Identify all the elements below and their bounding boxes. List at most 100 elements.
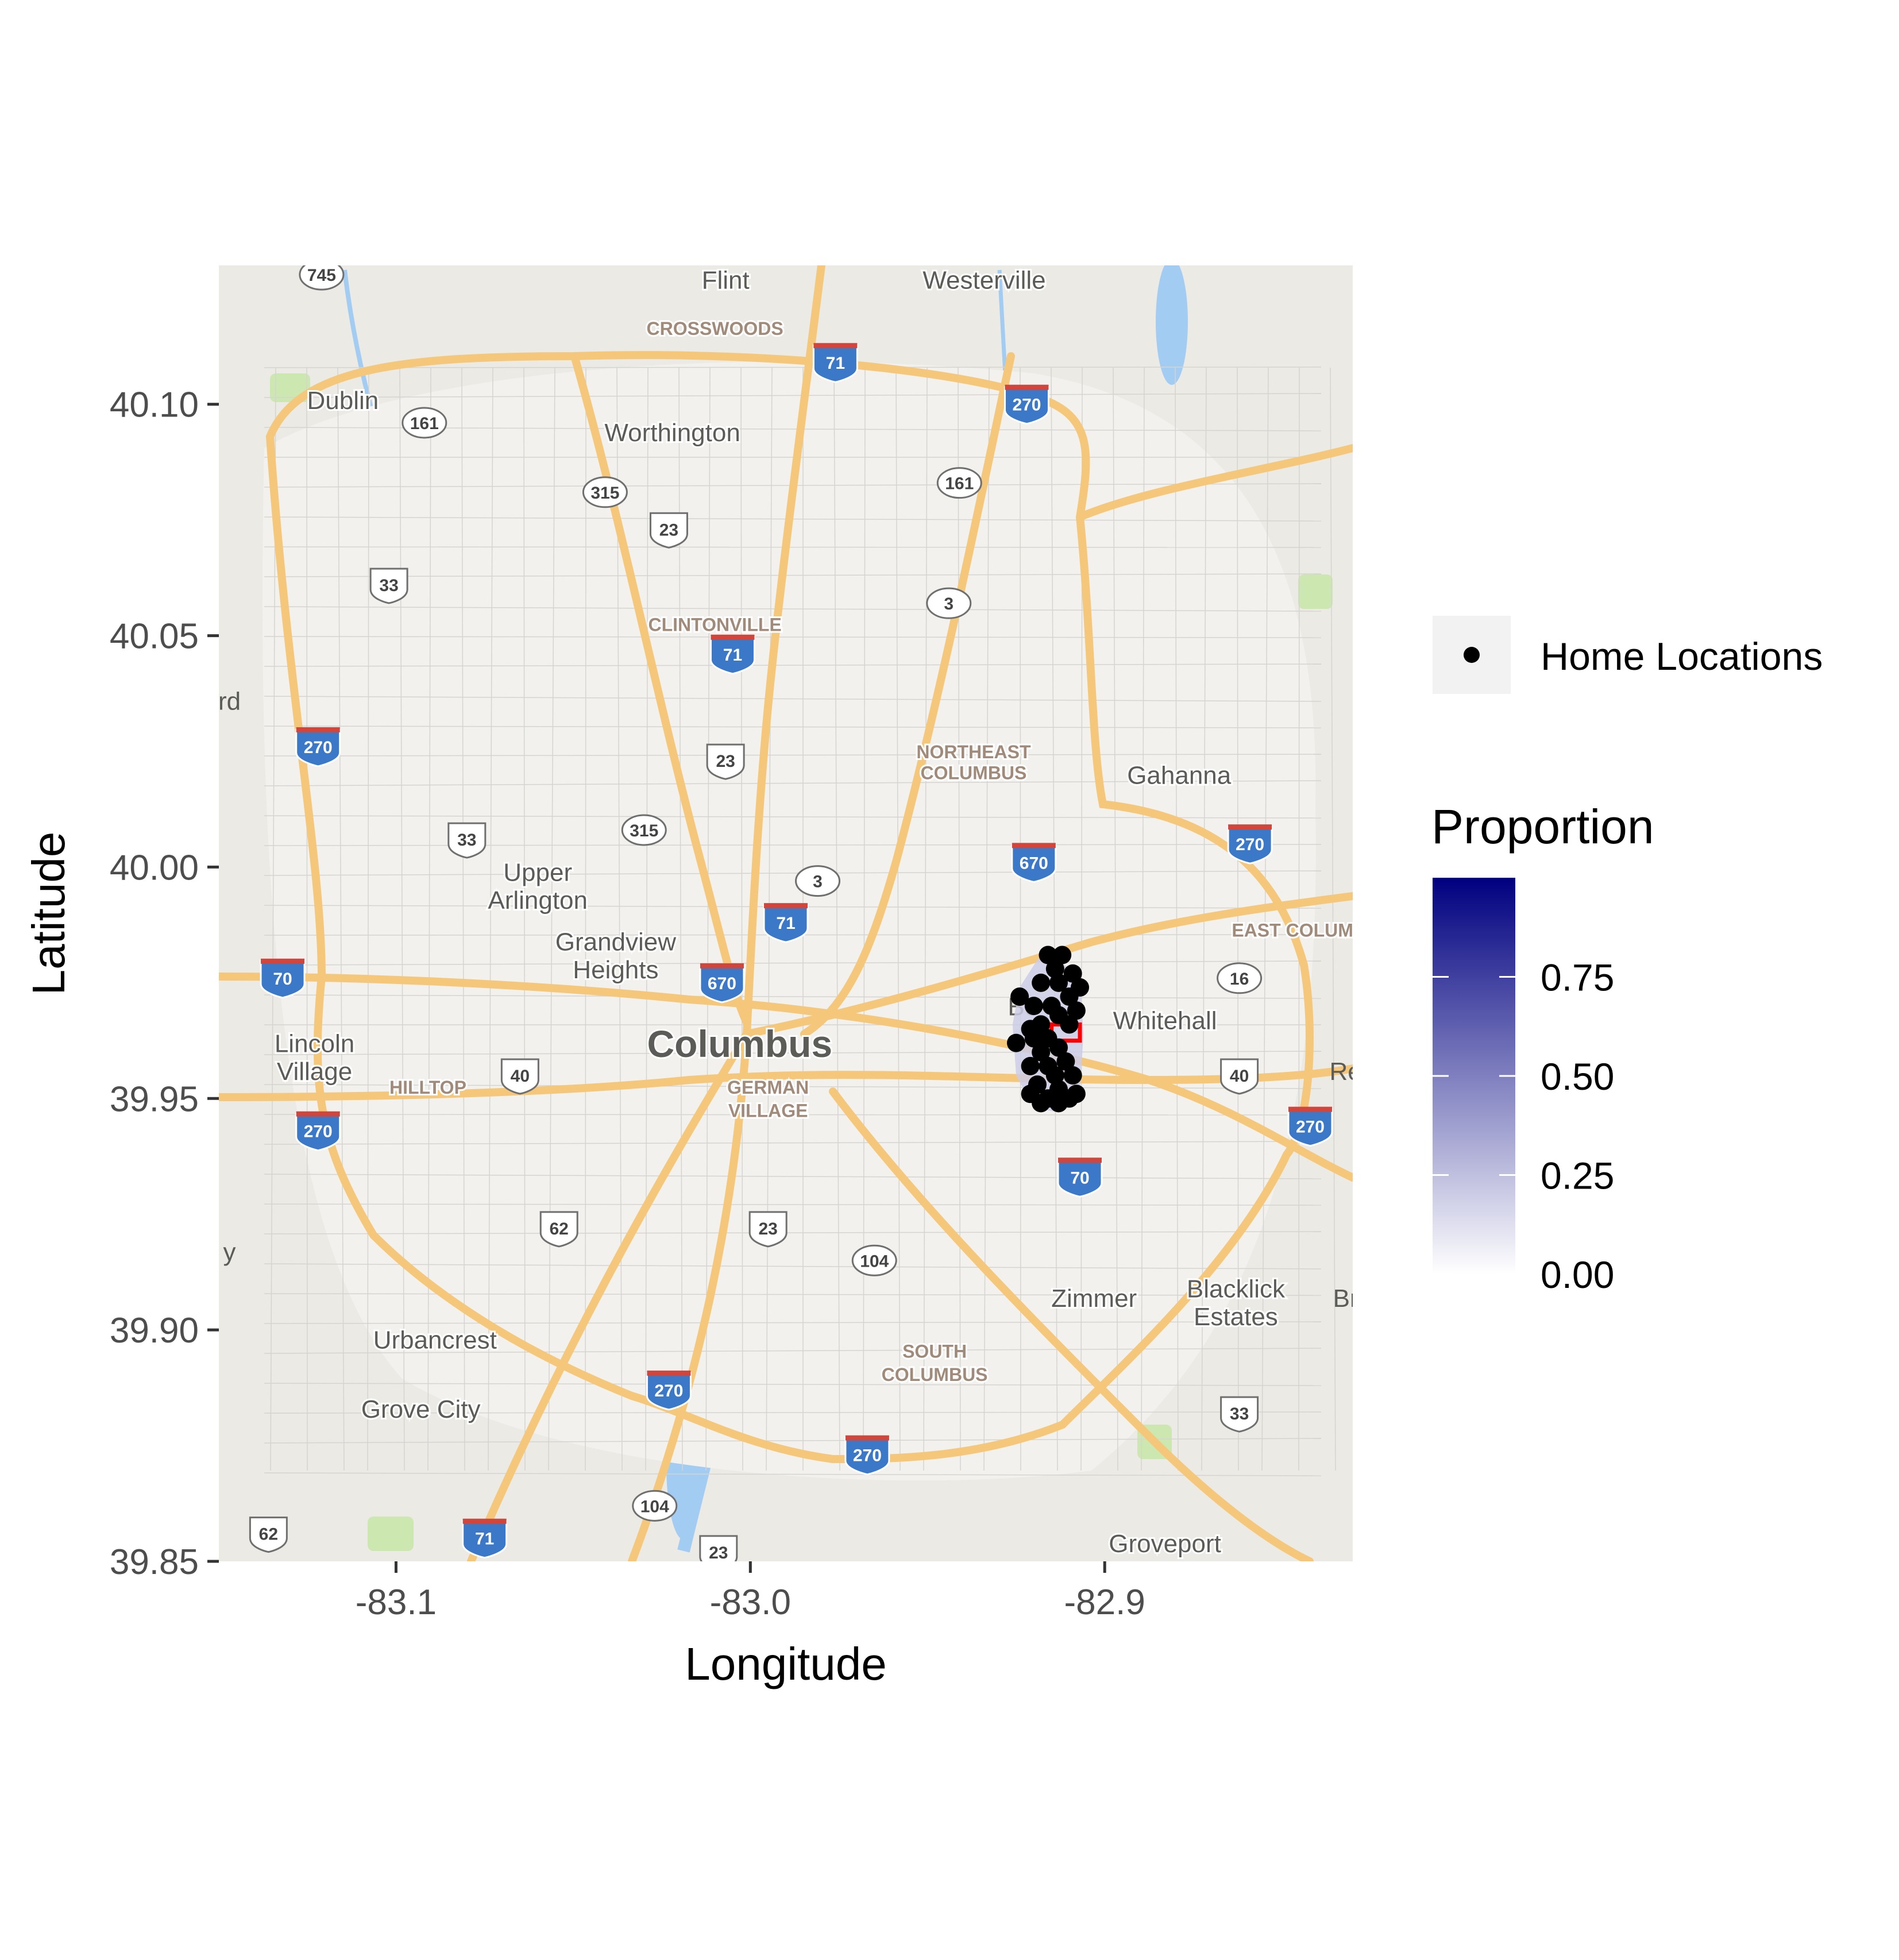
legend-home-locations: Home Locations <box>1433 616 1823 694</box>
street-line <box>264 1114 1322 1116</box>
street-line <box>1141 367 1145 1471</box>
interstate-shield-band <box>1012 843 1056 848</box>
interstate-shield-band <box>764 903 808 909</box>
place-label: Groveport <box>1109 1530 1221 1558</box>
highway-shield-interstate: 70 <box>260 958 306 999</box>
highway-shield-label: 23 <box>758 1220 777 1238</box>
highway-shield-us: 23 <box>649 512 688 549</box>
highway-shield-label: 62 <box>259 1525 278 1544</box>
street-line <box>264 726 1322 728</box>
highway-shield-interstate: 71 <box>763 903 809 943</box>
street-line <box>264 960 1322 966</box>
highway-shield-state: 104 <box>632 1490 678 1522</box>
home-location-point <box>1010 987 1029 1006</box>
highway-shield-label: 670 <box>708 974 736 993</box>
highway-shield-state: 3 <box>795 865 841 897</box>
place-label: GERMAN <box>727 1077 809 1098</box>
legend-home-locations-label: Home Locations <box>1541 635 1823 678</box>
highway-shield-label: 70 <box>273 970 292 989</box>
highway <box>467 1030 751 1561</box>
park-area <box>368 1517 414 1551</box>
highway <box>628 265 825 1561</box>
street-line <box>1261 367 1269 1471</box>
interstate-shield-body <box>699 964 745 1004</box>
interstate-shield-body <box>646 1372 692 1411</box>
map-panel[interactable]: Flint Westerville CROSSWOODS Dublin Worthing… <box>218 258 1362 1571</box>
street-line <box>1237 367 1239 1471</box>
home-location-point <box>1024 1029 1043 1048</box>
street-line <box>585 367 586 1471</box>
street-line <box>264 1321 1322 1324</box>
home-location-point <box>1045 959 1064 978</box>
street-line <box>264 696 1322 702</box>
highway <box>219 973 1353 1182</box>
highway-shield-interstate: 270 <box>1003 384 1049 425</box>
place-label: Columbus <box>647 1023 832 1065</box>
place-label: Whitehall <box>1113 1006 1217 1035</box>
highway-shield-label: 16 <box>1230 970 1249 989</box>
highway-shield-label: 23 <box>659 520 678 539</box>
highway-shield-us: 62 <box>539 1211 578 1248</box>
place-label: COLUMBUS <box>921 762 1027 783</box>
colorbar-label: 0.25 <box>1541 1155 1614 1197</box>
us-route-shield-body <box>447 822 487 859</box>
highway-shield-label: 23 <box>716 752 735 771</box>
place-label: CLINTONVILLE <box>648 615 781 635</box>
place-label: Upper <box>503 859 572 887</box>
street-line <box>923 367 928 1471</box>
street-line <box>1113 367 1118 1471</box>
x-axis: -83.1 -83.0 -82.9 <box>356 1561 1145 1622</box>
interstate-shield-band <box>261 958 305 964</box>
y-tick-label: 39.90 <box>110 1311 199 1351</box>
interstate-shield-body <box>1057 1159 1103 1198</box>
interstate-shield-band <box>700 963 744 969</box>
highway-shield-us: 62 <box>249 1517 288 1553</box>
state-route-shield-body <box>402 407 447 439</box>
highway-shield-label: 40 <box>511 1067 530 1086</box>
place-label: Village <box>277 1058 352 1086</box>
street-line <box>740 367 743 1471</box>
interstate-shield-body <box>260 960 306 999</box>
street-line <box>367 367 369 1471</box>
street-line <box>264 573 1322 577</box>
street-line <box>264 754 1322 757</box>
highway-shield-state: 104 <box>851 1244 897 1276</box>
highway-shield-label: 270 <box>1236 835 1264 854</box>
highway-shield-label: 3 <box>813 873 823 892</box>
highway-shield-us: 33 <box>369 568 408 604</box>
highway-shield-interstate: 270 <box>1227 824 1273 865</box>
street-line <box>264 870 1322 876</box>
highway <box>800 352 1015 1038</box>
highway-shield-label: 270 <box>304 738 333 757</box>
highway-shield-us: 33 <box>1220 1396 1259 1433</box>
place-label: Lincoln <box>275 1030 354 1058</box>
x-tick-label: -82.9 <box>1064 1583 1145 1622</box>
interstate-shield-body <box>812 344 858 383</box>
colorbar-label: 0.50 <box>1541 1055 1614 1098</box>
interstate-shield-body <box>1011 844 1057 883</box>
home-location-points <box>1006 946 1090 1113</box>
highway-shield-interstate: 71 <box>462 1518 508 1559</box>
interstate-shield-body <box>295 728 341 767</box>
street-line <box>264 393 1322 398</box>
highway-shield-state: 745 <box>299 265 345 291</box>
highway-shield-label: 71 <box>776 914 795 933</box>
place-label: Estates <box>1194 1303 1278 1331</box>
highway-shield-label: 33 <box>1230 1405 1249 1423</box>
street-line <box>548 367 555 1471</box>
home-location-point <box>1056 1052 1075 1071</box>
us-route-shield-body <box>249 1517 288 1553</box>
street-line <box>705 367 711 1471</box>
street-line <box>264 1231 1322 1234</box>
interstate-shield-body <box>763 904 809 943</box>
street-line <box>264 1084 1322 1089</box>
street-line <box>264 1472 1322 1476</box>
highway-shield-interstate: 670 <box>699 963 745 1004</box>
highway-shield-label: 270 <box>654 1382 683 1400</box>
state-route-shield-body <box>621 814 667 846</box>
highway-shield-label: 315 <box>590 484 619 503</box>
state-route-shield-body <box>582 476 628 508</box>
home-location-point <box>1032 1043 1051 1062</box>
street-line <box>264 1263 1322 1270</box>
